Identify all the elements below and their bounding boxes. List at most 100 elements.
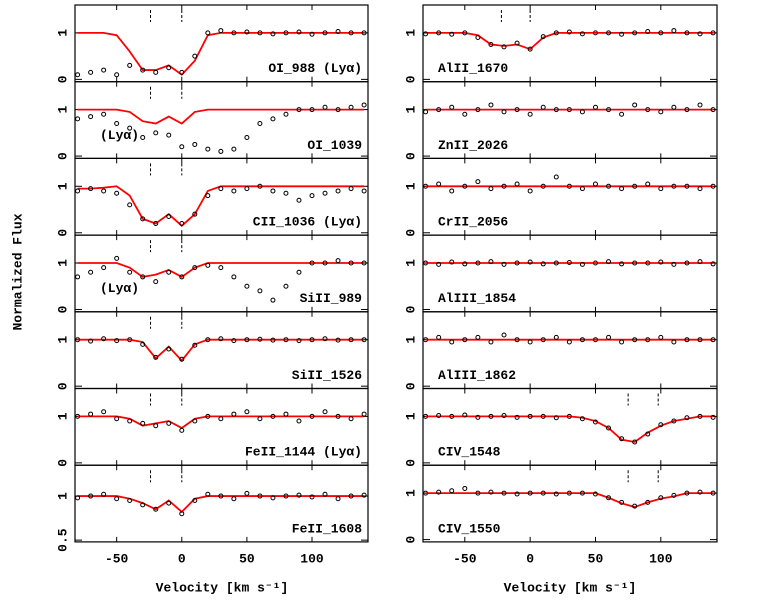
flux-point [140, 67, 146, 73]
x-tick-label: 0 [526, 551, 534, 566]
model-line [425, 492, 714, 508]
flux-point [527, 413, 533, 419]
panel-label: AlIII_1854 [438, 291, 516, 306]
flux-point [335, 28, 341, 34]
flux-point [244, 409, 250, 415]
flux-point [127, 125, 133, 131]
flux-point [218, 416, 224, 422]
flux-point [488, 42, 494, 48]
flux-point [658, 495, 664, 501]
flux-point [514, 107, 520, 113]
flux-point [684, 260, 690, 266]
panel-label: FeII_1608 [292, 521, 362, 536]
flux-point [283, 283, 289, 289]
x-tick-label: 50 [588, 551, 604, 566]
flux-point [423, 109, 429, 115]
flux-point [606, 425, 612, 431]
flux-point [335, 107, 341, 113]
flux-point [684, 30, 690, 36]
flux-point [335, 337, 341, 343]
flux-point [88, 338, 94, 344]
y-tick-label: 0 [55, 305, 70, 313]
flux-point [462, 412, 468, 418]
flux-point [192, 141, 198, 147]
y-tick-label: 0 [403, 75, 418, 83]
flux-point [270, 116, 276, 122]
flux-point [566, 260, 572, 266]
panel-label: OI_1039 [307, 138, 362, 153]
flux-point [566, 29, 572, 35]
panel-label: CrII_2056 [438, 215, 508, 230]
flux-point [671, 492, 677, 498]
flux-point [488, 489, 494, 495]
flux-point [632, 439, 638, 445]
flux-point [257, 30, 263, 36]
flux-point [244, 337, 250, 343]
flux-point [540, 104, 546, 110]
flux-point [423, 260, 429, 266]
flux-point [88, 493, 94, 499]
y-tick-label: 1 [55, 336, 70, 344]
flux-point [527, 46, 533, 52]
flux-point [710, 107, 716, 113]
panel-label: AlII_1670 [438, 61, 508, 76]
flux-point [645, 28, 651, 34]
flux-point [88, 186, 94, 192]
flux-point [205, 146, 211, 152]
flux-point [296, 107, 302, 113]
flux-point [619, 111, 625, 117]
flux-point [166, 269, 172, 275]
flux-point [658, 109, 664, 115]
model-line [77, 338, 365, 362]
flux-point [166, 214, 172, 220]
flux-point [684, 490, 690, 496]
flux-point [114, 416, 120, 422]
flux-point [553, 174, 559, 180]
flux-point [449, 413, 455, 419]
flux-point [140, 134, 146, 140]
panel-label: CII_1036 (Lyα) [253, 215, 362, 230]
flux-point [527, 259, 533, 265]
flux-point [153, 279, 159, 285]
flux-point [632, 503, 638, 509]
flux-point [449, 31, 455, 37]
x-tick-label: -50 [453, 551, 477, 566]
panel-frame [74, 464, 369, 543]
flux-point [684, 415, 690, 421]
flux-point [540, 34, 546, 40]
flux-point [475, 35, 481, 41]
flux-point [231, 496, 237, 502]
flux-point [127, 418, 133, 424]
flux-point [270, 337, 276, 343]
flux-point [671, 339, 677, 345]
flux-point [166, 132, 172, 138]
flux-point [361, 102, 367, 108]
flux-point [436, 30, 442, 36]
flux-point [231, 188, 237, 194]
flux-point [710, 261, 716, 267]
panel-label: CIV_1550 [438, 521, 501, 536]
flux-point [619, 499, 625, 505]
flux-point [449, 488, 455, 494]
flux-point [205, 262, 211, 268]
flux-point [449, 339, 455, 345]
flux-point [632, 30, 638, 36]
flux-point [205, 413, 211, 419]
flux-point [322, 336, 328, 342]
flux-point [684, 107, 690, 113]
flux-point [514, 181, 520, 187]
flux-point [192, 418, 198, 424]
flux-point [179, 220, 185, 226]
flux-point [257, 121, 263, 127]
flux-point [619, 261, 625, 267]
flux-point [606, 183, 612, 189]
flux-point [579, 186, 585, 192]
panel-label: FeII_1144 (Lyα) [245, 445, 362, 460]
flux-point [423, 31, 429, 37]
flux-point [75, 337, 81, 343]
flux-point [553, 30, 559, 36]
flux-point [579, 416, 585, 422]
flux-point [153, 69, 159, 75]
panel-label: SiII_1526 [292, 368, 362, 383]
x-tick-label: -50 [105, 551, 129, 566]
